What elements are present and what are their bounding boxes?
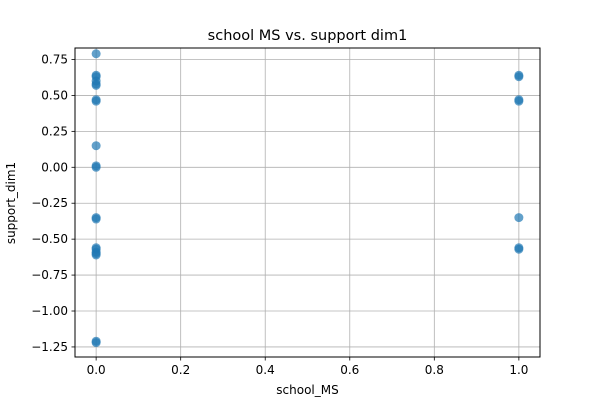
scatter-point: [91, 214, 101, 224]
y-tick-label: −0.25: [31, 196, 68, 210]
plot-area-frame: [74, 47, 541, 358]
scatter-point: [91, 96, 101, 106]
y-tick-label: −0.50: [31, 232, 68, 246]
scatter-point: [91, 49, 101, 59]
scatter-point: [91, 80, 101, 90]
scatter-point: [91, 338, 101, 348]
scatter-point: [514, 72, 524, 82]
x-tick-label: 0.8: [425, 363, 444, 377]
y-tick-label: 0.25: [41, 124, 68, 138]
scatter-point: [91, 250, 101, 260]
x-tick-label: 0.4: [256, 363, 275, 377]
x-tick-label: 0.6: [340, 363, 359, 377]
x-tick-label: 0.2: [171, 363, 190, 377]
y-tick-label: 0.75: [41, 52, 68, 66]
x-axis-label: school_MS: [276, 383, 338, 397]
x-axis-ticks: 0.0 0.2 0.4 0.6 0.8 1.0: [87, 357, 528, 377]
x-tick-label: 0.0: [87, 363, 106, 377]
y-axis-ticks: −1.25 −1.00 −0.75 −0.50 −0.25 0.00 0.25 0.50 0.7…: [31, 52, 75, 354]
y-tick-label: 0.50: [41, 88, 68, 102]
y-axis-label: support_dim1: [4, 162, 18, 244]
scatter-point: [514, 244, 524, 254]
y-tick-label: −1.25: [31, 340, 68, 354]
y-tick-label: −1.00: [31, 304, 68, 318]
scatter-point: [514, 213, 524, 223]
y-tick-label: 0.00: [41, 160, 68, 174]
scatter-point: [91, 162, 101, 172]
data-points: [91, 49, 524, 348]
scatter-point: [91, 141, 101, 151]
y-tick-label: −0.75: [31, 268, 68, 282]
x-tick-label: 1.0: [509, 363, 528, 377]
chart-title: school MS vs. support dim1: [208, 28, 408, 44]
scatter-point: [514, 96, 524, 106]
